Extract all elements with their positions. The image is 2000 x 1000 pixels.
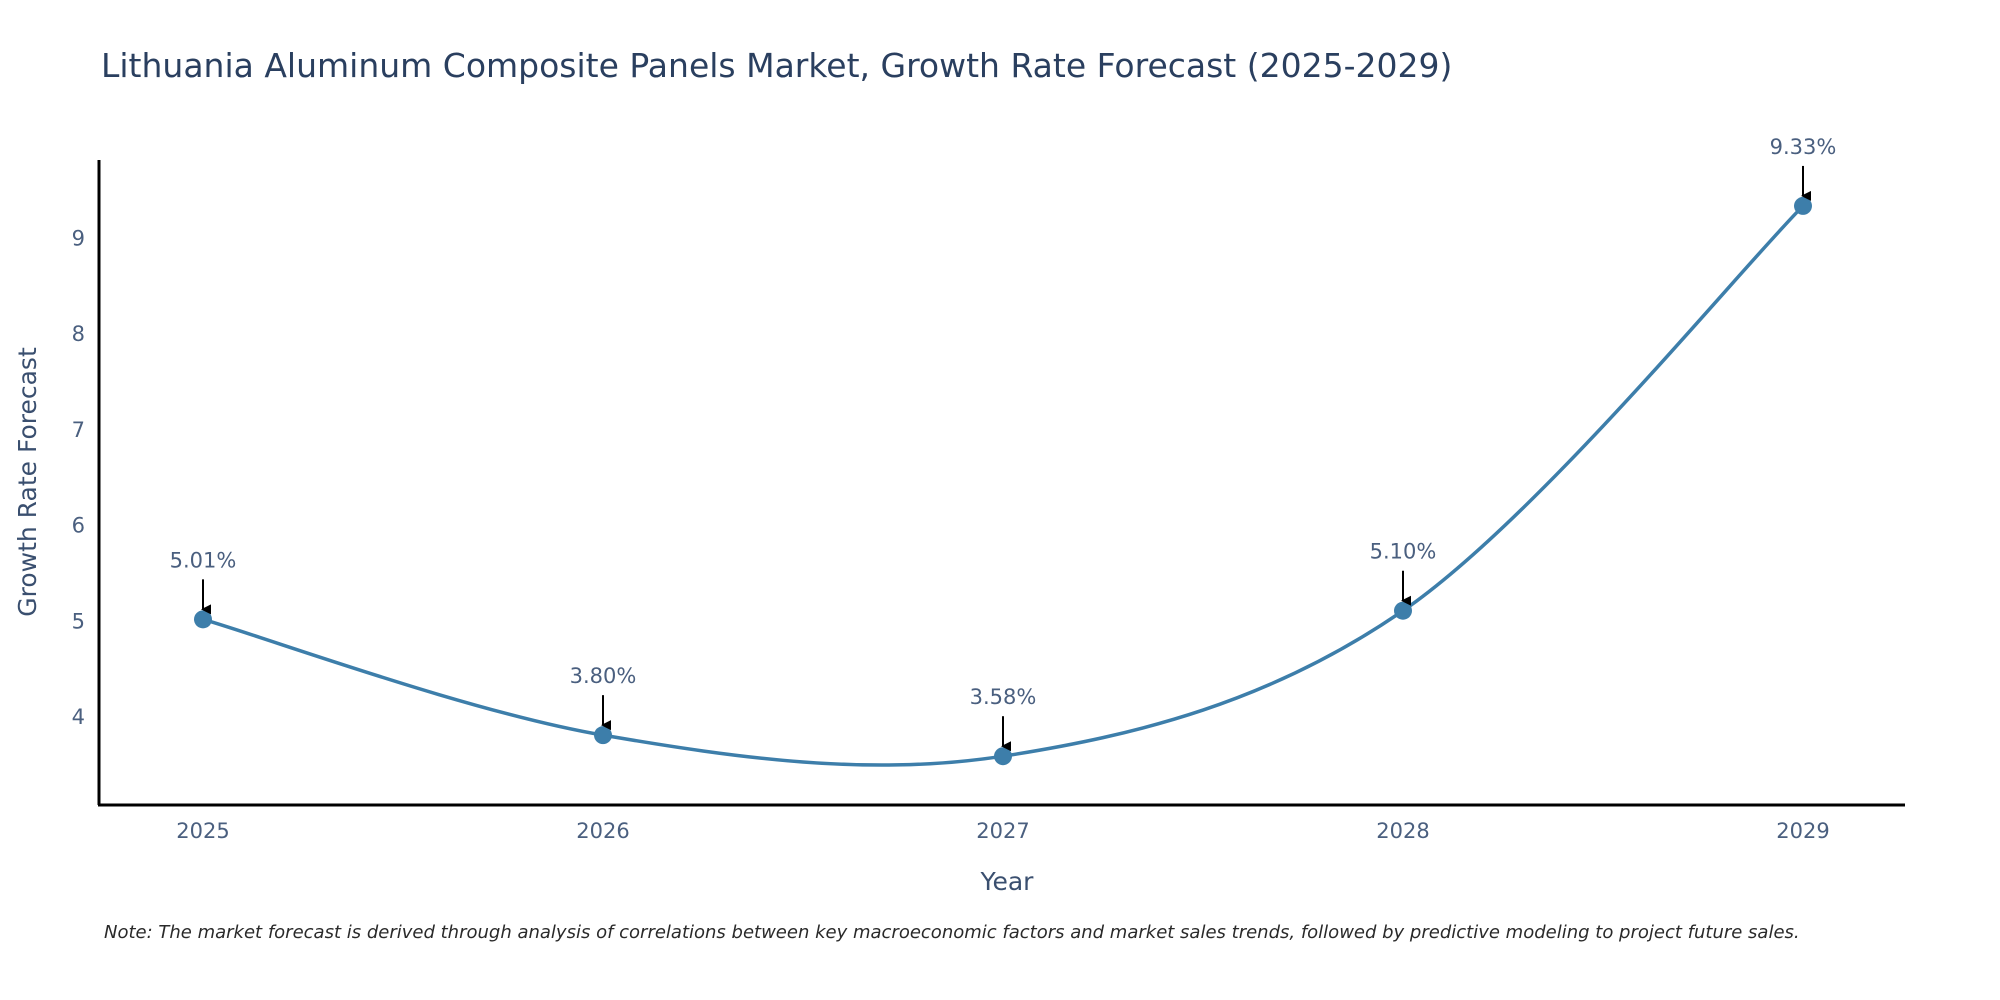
- x-tick-label: 2025: [176, 819, 229, 843]
- x-tick-label: 2029: [1776, 819, 1829, 843]
- data-point: [994, 747, 1012, 766]
- data-label: 3.80%: [570, 664, 637, 688]
- data-point: [1394, 601, 1412, 620]
- x-axis-title: Year: [980, 867, 1035, 896]
- y-tick-label: 7: [72, 418, 85, 442]
- x-tick-label: 2027: [976, 819, 1029, 843]
- chart-note: Note: The market forecast is derived thr…: [104, 922, 1800, 943]
- data-labels: 5.01% 3.80% 3.58% 5.10% 9.33%: [170, 135, 1837, 752]
- y-tick-label: 6: [72, 514, 85, 538]
- y-tick-label: 9: [72, 227, 85, 251]
- data-point: [194, 610, 212, 629]
- chart-title: Lithuania Aluminum Composite Panels Mark…: [101, 46, 1453, 85]
- series-line-layer: [202, 204, 1805, 767]
- series-line: [202, 204, 1805, 767]
- y-tick-label: 8: [72, 322, 85, 346]
- x-tick-label: 2026: [576, 819, 629, 843]
- data-label: 3.58%: [970, 685, 1037, 709]
- axes: 4 5 6 7 8 9 2025 2026 2027 2028 2029: [72, 160, 1905, 843]
- y-tick-label: 5: [72, 609, 85, 633]
- y-tick-label: 4: [72, 705, 85, 729]
- data-point: [1794, 196, 1812, 215]
- x-tick-label: 2028: [1376, 819, 1429, 843]
- data-label: 5.10%: [1370, 540, 1437, 564]
- data-points: [194, 196, 1812, 766]
- data-label: 5.01%: [170, 548, 237, 572]
- data-point: [594, 726, 612, 745]
- data-label: 9.33%: [1770, 135, 1837, 159]
- y-axis-title: Growth Rate Forecast: [13, 347, 42, 617]
